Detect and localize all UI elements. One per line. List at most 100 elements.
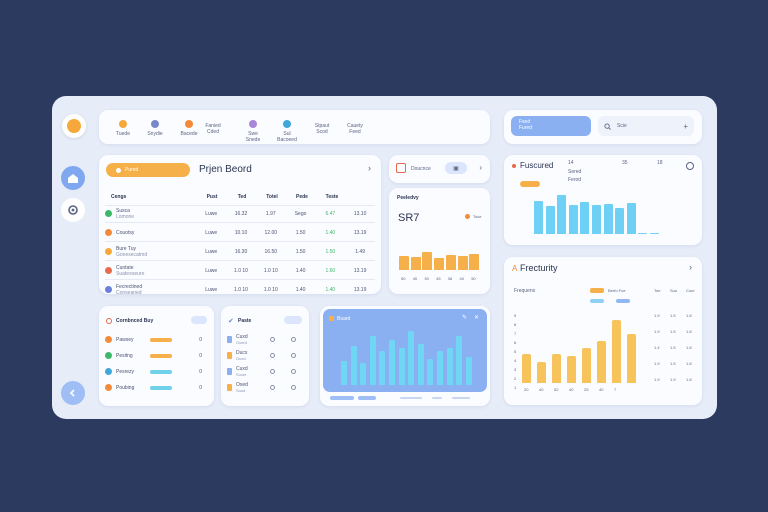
toggle-switch[interactable]: ▣: [445, 162, 467, 174]
logo-icon: [67, 119, 81, 133]
table-cell: 1.40: [325, 286, 336, 293]
nav-label: Cauety: [347, 123, 363, 129]
table-cell: 1.0 10: [263, 286, 278, 293]
radio-icon[interactable]: [291, 385, 296, 390]
list-item[interactable]: Ducx Ouxd: [227, 350, 303, 361]
column-header[interactable]: Cengs: [111, 193, 127, 200]
column-header[interactable]: Teste: [325, 193, 339, 200]
featured-bar: [545, 206, 555, 234]
column-header[interactable]: Totel: [266, 193, 278, 200]
radio-icon[interactable]: [291, 337, 296, 342]
document-card[interactable]: Doucnce ▣ ›: [389, 155, 490, 183]
table-row[interactable]: Bure Tuy Gonesecatmd Luwe 16.30 16.50 1.50 1.5…: [105, 243, 375, 261]
frequency-bar: [627, 334, 636, 383]
radio-icon[interactable]: [270, 385, 275, 390]
page-title: Prjen Beord: [199, 164, 252, 175]
frequency-bar: [612, 319, 621, 383]
radio-icon[interactable]: [270, 369, 275, 374]
row-name-block: Fecrectined Conseaned: [116, 284, 142, 295]
table-row[interactable]: Susca Lomone Luwe 16.32 1.97 Sego 6.47 13.10: [105, 205, 375, 223]
list-item[interactable]: Pesitng 0: [105, 352, 208, 359]
featured-tick-3: 18: [657, 160, 663, 166]
featured-title: Fuscured: [520, 161, 554, 170]
table-cell: 10.10: [234, 229, 248, 236]
radio-icon[interactable]: [270, 353, 275, 358]
edit-icon[interactable]: ✎: [461, 315, 467, 321]
list-item-label: Cuxd: [236, 334, 248, 340]
list-item-label: Poubing: [116, 384, 135, 391]
combined-card: Cornbnced Buy Pawsey 0 Pesitng 0 Pesrezy 0 Pou…: [99, 306, 214, 406]
app-logo[interactable]: [62, 114, 86, 138]
nav-item-5[interactable]: Sul Bacoeed: [269, 120, 305, 143]
y-tick-label: 2: [514, 376, 517, 381]
settings-button[interactable]: [61, 198, 85, 222]
nav-label: Sul: [283, 131, 291, 137]
freq-col-header: Toe: [654, 288, 661, 293]
freq-cell: 1.9: [654, 329, 660, 334]
scroll-indicator-2[interactable]: [358, 396, 376, 400]
list-item-sub: Oxerd: [236, 340, 247, 345]
board-bar: [446, 347, 453, 385]
combined-toggle[interactable]: [191, 316, 207, 324]
list-item[interactable]: Pesrezy 0: [105, 368, 208, 375]
chevron-right-icon[interactable]: ›: [368, 163, 371, 173]
filter-button-sub: Fured: [519, 125, 533, 131]
scroll-indicator-5[interactable]: [452, 397, 470, 399]
tab-label: Pured: [125, 167, 139, 173]
board-bar: [389, 340, 395, 385]
column-header[interactable]: Ted: [237, 193, 247, 200]
row-name: Bure Tuy: [116, 245, 137, 252]
radio-icon[interactable]: [291, 353, 296, 358]
legend-swatch-blue-2: [616, 299, 630, 303]
nav-item-7[interactable]: Cauety Feed: [337, 120, 373, 135]
list-item[interactable]: Oxed Suod: [227, 382, 303, 393]
column-header[interactable]: Pede: [296, 193, 308, 200]
add-icon[interactable]: +: [683, 121, 688, 131]
nav-item-6[interactable]: Stpaut Scod: [304, 120, 340, 135]
row-name: Susca: [116, 207, 130, 214]
featured-dot-icon: [512, 164, 516, 168]
x-tick-label: 50: [471, 276, 476, 281]
radio-icon[interactable]: [291, 369, 296, 374]
list-item-label: Pesitng: [116, 352, 133, 359]
row-name-block: Bure Tuy Gonesecatmd: [116, 246, 147, 258]
row-status-icon: [105, 210, 112, 217]
nav-item-1[interactable]: Snydie: [137, 120, 173, 137]
scroll-indicator-4[interactable]: [432, 397, 442, 399]
column-header[interactable]: Pust: [206, 193, 218, 200]
table-row[interactable]: Couotsy Luwe 10.10 12.00 1.50 1.40 13.19: [105, 224, 375, 242]
tab-pured[interactable]: Pured: [106, 163, 190, 177]
table-cell: 1.0 10: [234, 267, 248, 274]
filter-button[interactable]: Fsed Fured: [511, 116, 591, 136]
info-icon[interactable]: [686, 162, 694, 170]
radio-icon[interactable]: [270, 337, 275, 342]
table-cell: Luwe: [205, 248, 218, 255]
table-cell: 1.97: [265, 210, 276, 217]
home-button[interactable]: [61, 166, 85, 190]
list-item-value: 0: [199, 368, 202, 375]
scroll-indicator-3[interactable]: [400, 397, 422, 399]
list-item[interactable]: Cuxd Oxerd: [227, 334, 303, 345]
close-icon[interactable]: ✕: [473, 315, 479, 321]
table-row[interactable]: Fecrectined Conseaned Luwe 1.0 10 1.0 10 1.40…: [105, 281, 375, 294]
chevron-right-icon[interactable]: ›: [689, 262, 692, 272]
nav-item-2[interactable]: Bacede: [171, 120, 207, 137]
scroll-indicator[interactable]: [330, 396, 354, 400]
nav-item-3[interactable]: Fanied Cded: [195, 120, 231, 135]
nav-sublabel: Feed: [349, 129, 361, 135]
nav-item-0[interactable]: Tuede: [105, 120, 141, 137]
list-item[interactable]: Poubing 0: [105, 384, 208, 391]
nav-item-4[interactable]: Swe Snede: [235, 120, 271, 143]
paste-toggle[interactable]: [284, 316, 302, 324]
chevron-right-icon[interactable]: ›: [479, 163, 482, 172]
list-item[interactable]: Pawsey 0: [105, 336, 208, 343]
search-input[interactable]: Scie +: [598, 116, 694, 136]
productivity-chart: [399, 228, 481, 270]
list-item-value: 0: [199, 352, 202, 359]
table-cell: Luwe: [205, 210, 218, 217]
table-cell: Luwe: [205, 267, 218, 274]
list-item[interactable]: Cuxd Suxer: [227, 366, 303, 377]
featured-tick-1: 14: [568, 160, 574, 166]
back-button[interactable]: [61, 381, 85, 405]
table-row[interactable]: Cuntate Suatesoeure Luwe 1.0 10 1.0 10 1.40 1.…: [105, 262, 375, 280]
